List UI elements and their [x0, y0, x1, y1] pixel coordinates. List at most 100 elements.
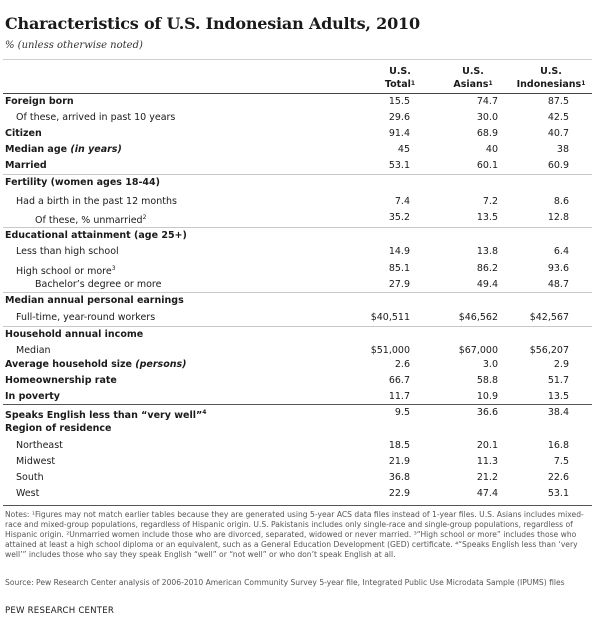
cell-value: 38 [556, 144, 569, 155]
column-header-us-asians: U.S. Asians1 [453, 66, 493, 90]
row-label: Homeownership rate [5, 375, 117, 386]
cell-value: 27.9 [388, 279, 410, 290]
cell-value: 11.3 [476, 456, 498, 467]
cell-value: 48.7 [547, 279, 569, 290]
cell-value: 36.8 [388, 472, 410, 483]
cell-value: 53.1 [388, 160, 410, 171]
cell-value: $51,000 [370, 345, 410, 356]
section-divider [3, 404, 592, 405]
table-row: Of these, arrived in past 10 years 29.6 30… [0, 111, 595, 127]
table-row: Household annual income [0, 328, 595, 344]
row-label: Region of residence [5, 423, 112, 434]
cell-value: 51.7 [547, 375, 569, 386]
row-label: Fertility (women ages 18-44) [5, 177, 160, 188]
table-row: Speaks English less than “very well”4 9.5… [0, 406, 595, 422]
cell-value: $67,000 [458, 345, 498, 356]
row-label: Foreign born [5, 96, 74, 107]
row-label: Married [5, 160, 47, 171]
row-label: In poverty [5, 391, 60, 402]
row-label: Less than high school [16, 246, 119, 257]
row-label: Full-time, year-round workers [16, 312, 156, 323]
table-row: Northeast 18.5 20.1 16.8 [0, 439, 595, 455]
cell-value: 20.1 [476, 440, 498, 451]
table-row: Median annual personal earnings [0, 294, 595, 310]
page-title: Characteristics of U.S. Indonesian Adult… [5, 14, 420, 33]
cell-value: 49.4 [476, 279, 498, 290]
cell-value: 12.8 [547, 212, 569, 223]
row-label: Of these, % unmarried2 [35, 214, 147, 227]
cell-value: 11.7 [388, 391, 410, 402]
table-row: Median age (in years) 45 40 38 [0, 143, 595, 159]
cell-value: 3.0 [482, 359, 498, 370]
page-subtitle: % (unless otherwise noted) [5, 40, 143, 51]
column-header-us-total: U.S. Total1 [384, 66, 416, 90]
section-divider [3, 227, 592, 228]
row-label: High school or more3 [16, 265, 116, 278]
footnotes: Notes: ¹Figures may not match earlier ta… [5, 510, 584, 559]
cell-value: 15.5 [388, 96, 410, 107]
row-label: Speaks English less than “very well”4 [5, 409, 207, 422]
row-label: Educational attainment (age 25+) [5, 230, 187, 241]
column-header-us-indonesians: U.S. Indonesians1 [516, 66, 586, 90]
section-divider [3, 326, 592, 327]
cell-value: 8.6 [553, 196, 569, 207]
row-label: Midwest [16, 456, 56, 467]
table-row: Had a birth in the past 12 months 7.4 7.2 8… [0, 195, 595, 211]
table-row: Citizen 91.4 68.9 40.7 [0, 127, 595, 143]
row-label: Northeast [16, 440, 63, 451]
cell-value: 60.9 [547, 160, 569, 171]
cell-value: 7.2 [482, 196, 498, 207]
cell-value: 47.4 [476, 488, 498, 499]
row-label: Median annual personal earnings [5, 295, 184, 306]
table-row: Of these, % unmarried2 35.2 13.5 12.8 [0, 211, 595, 227]
cell-value: 7.5 [553, 456, 569, 467]
cell-value: 93.6 [547, 263, 569, 274]
cell-value: 29.6 [388, 112, 410, 123]
cell-value: 2.9 [553, 359, 569, 370]
cell-value: 86.2 [476, 263, 498, 274]
cell-value: 18.5 [388, 440, 410, 451]
cell-value: 7.4 [394, 196, 410, 207]
cell-value: 22.6 [547, 472, 569, 483]
cell-value: 68.9 [476, 128, 498, 139]
cell-value: $56,207 [529, 345, 569, 356]
cell-value: 45 [397, 144, 410, 155]
table-row: Average household size (persons) 2.6 3.0 2.… [0, 358, 595, 374]
cell-value: 60.1 [476, 160, 498, 171]
row-label: South [16, 472, 44, 483]
row-label: West [16, 488, 40, 499]
divider [3, 59, 592, 60]
cell-value: 58.8 [476, 375, 498, 386]
table-bottom-rule [3, 505, 592, 506]
cell-value: 35.2 [388, 212, 410, 223]
cell-value: 13.8 [476, 246, 498, 257]
table-row: Median $51,000 $67,000 $56,207 [0, 344, 595, 360]
cell-value: 6.4 [553, 246, 569, 257]
cell-value: 66.7 [388, 375, 410, 386]
row-label: Median [16, 345, 51, 356]
cell-value: 21.9 [388, 456, 410, 467]
cell-value: 30.0 [476, 112, 498, 123]
row-label: Of these, arrived in past 10 years [16, 112, 176, 123]
cell-value: 85.1 [388, 263, 410, 274]
cell-value: $40,511 [370, 312, 410, 323]
cell-value: 13.5 [476, 212, 498, 223]
cell-value: 21.2 [476, 472, 498, 483]
cell-value: $46,562 [458, 312, 498, 323]
source-note: Source: Pew Research Center analysis of … [5, 578, 565, 587]
cell-value: 2.6 [394, 359, 410, 370]
cell-value: 40.7 [547, 128, 569, 139]
cell-value: 9.5 [394, 407, 410, 418]
cell-value: 14.9 [388, 246, 410, 257]
row-label: Average household size (persons) [5, 359, 187, 370]
row-label: Median age (in years) [5, 144, 122, 155]
cell-value: 87.5 [547, 96, 569, 107]
cell-value: 42.5 [547, 112, 569, 123]
cell-value: 10.9 [476, 391, 498, 402]
cell-value: 16.8 [547, 440, 569, 451]
table-row: Educational attainment (age 25+) [0, 229, 595, 245]
table-row: In poverty 11.7 10.9 13.5 [0, 390, 595, 406]
table-row: Foreign born 15.5 74.7 87.5 [0, 95, 595, 111]
row-label: Citizen [5, 128, 42, 139]
